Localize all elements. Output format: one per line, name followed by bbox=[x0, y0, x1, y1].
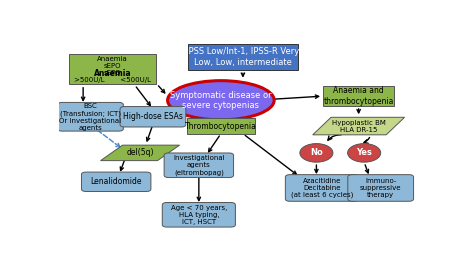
Text: Age < 70 years,
HLA typing,
ICT, HSCT: Age < 70 years, HLA typing, ICT, HSCT bbox=[171, 205, 227, 225]
Text: Anaemia: Anaemia bbox=[94, 69, 131, 78]
Circle shape bbox=[300, 144, 333, 162]
Text: High-dose ESAs: High-dose ESAs bbox=[123, 112, 183, 121]
Text: Lenalidomide: Lenalidomide bbox=[91, 177, 142, 186]
FancyBboxPatch shape bbox=[285, 175, 358, 201]
Polygon shape bbox=[100, 145, 180, 161]
Text: Anaemia
sEPO
sEPO
>500U/L       <500U/L: Anaemia sEPO sEPO >500U/L <500U/L bbox=[74, 56, 151, 83]
Text: No: No bbox=[310, 148, 323, 157]
Text: Anaemia and
thrombocytopenia: Anaemia and thrombocytopenia bbox=[323, 87, 394, 106]
Text: Symptomatic disease or
severe cytopenias: Symptomatic disease or severe cytopenias bbox=[170, 91, 272, 110]
Text: Yes: Yes bbox=[356, 148, 372, 157]
FancyBboxPatch shape bbox=[82, 172, 151, 191]
FancyBboxPatch shape bbox=[348, 175, 413, 201]
Text: Azacitidine
Decitabine
(at least 6 cycles): Azacitidine Decitabine (at least 6 cycle… bbox=[291, 178, 353, 198]
Text: Immuno-
suppressive
therapy: Immuno- suppressive therapy bbox=[360, 178, 401, 198]
FancyBboxPatch shape bbox=[58, 102, 123, 131]
Text: IPSS Low/Int-1, IPSS-R Very
Low, Low, intermediate: IPSS Low/Int-1, IPSS-R Very Low, Low, in… bbox=[186, 47, 300, 67]
FancyBboxPatch shape bbox=[188, 43, 298, 70]
Text: del(5q): del(5q) bbox=[126, 148, 154, 157]
FancyBboxPatch shape bbox=[323, 86, 394, 106]
Text: Thrombocytopenia: Thrombocytopenia bbox=[185, 122, 257, 131]
Text: BSC
(Transfusion; ICT)
Or investigational
agents: BSC (Transfusion; ICT) Or investigationa… bbox=[59, 103, 121, 131]
FancyBboxPatch shape bbox=[69, 54, 155, 84]
FancyBboxPatch shape bbox=[187, 118, 255, 134]
FancyBboxPatch shape bbox=[162, 203, 236, 227]
FancyBboxPatch shape bbox=[164, 153, 234, 177]
FancyBboxPatch shape bbox=[120, 107, 186, 127]
Text: Investigational
agents
(eltrombopag): Investigational agents (eltrombopag) bbox=[173, 155, 225, 176]
Ellipse shape bbox=[168, 81, 274, 120]
Circle shape bbox=[347, 144, 381, 162]
Polygon shape bbox=[313, 117, 405, 135]
Text: Hypoplastic BM
HLA DR-15: Hypoplastic BM HLA DR-15 bbox=[332, 120, 385, 133]
